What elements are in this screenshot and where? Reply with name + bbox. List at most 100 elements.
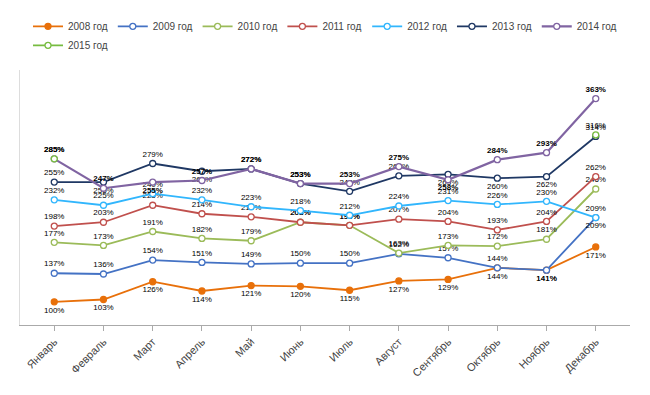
- svg-text:Ноябрь: Ноябрь: [516, 335, 552, 371]
- svg-text:Март: Март: [131, 336, 158, 363]
- svg-text:150%: 150%: [339, 249, 359, 258]
- svg-text:226%: 226%: [487, 191, 507, 200]
- svg-text:262%: 262%: [586, 163, 606, 172]
- svg-text:191%: 191%: [142, 218, 162, 227]
- svg-text:279%: 279%: [142, 150, 162, 159]
- svg-text:2012 год: 2012 год: [407, 21, 447, 32]
- svg-text:363%: 363%: [586, 85, 606, 94]
- svg-text:203%: 203%: [290, 208, 310, 217]
- svg-text:121%: 121%: [241, 289, 261, 298]
- svg-text:Май: Май: [233, 336, 257, 360]
- svg-text:265%: 265%: [438, 178, 458, 187]
- svg-text:126%: 126%: [142, 285, 162, 294]
- svg-text:230%: 230%: [536, 188, 556, 197]
- svg-text:2013 год: 2013 год: [492, 21, 532, 32]
- svg-text:154%: 154%: [142, 246, 162, 255]
- svg-text:225%: 225%: [93, 191, 113, 200]
- svg-text:275%: 275%: [389, 153, 409, 162]
- svg-text:203%: 203%: [93, 208, 113, 217]
- svg-text:240%: 240%: [142, 180, 162, 189]
- svg-text:218%: 218%: [290, 197, 310, 206]
- svg-text:2015 год: 2015 год: [68, 40, 108, 51]
- svg-text:253%: 253%: [290, 170, 310, 179]
- svg-text:Октябрь: Октябрь: [464, 335, 503, 374]
- svg-text:253%: 253%: [339, 170, 359, 179]
- svg-text:212%: 212%: [339, 202, 359, 211]
- svg-text:136%: 136%: [93, 260, 113, 269]
- svg-text:Сентябрь: Сентябрь: [410, 335, 454, 379]
- svg-text:232%: 232%: [44, 186, 64, 195]
- svg-text:231%: 231%: [438, 187, 458, 196]
- svg-text:316%: 316%: [586, 121, 606, 130]
- svg-text:209%: 209%: [586, 204, 606, 213]
- svg-text:284%: 284%: [487, 146, 507, 155]
- svg-text:179%: 179%: [241, 227, 261, 236]
- svg-text:210%: 210%: [241, 203, 261, 212]
- svg-text:Январь: Январь: [24, 335, 59, 370]
- svg-text:272%: 272%: [241, 155, 261, 164]
- svg-text:150%: 150%: [290, 249, 310, 258]
- svg-text:2009 год: 2009 год: [153, 21, 193, 32]
- svg-text:162%: 162%: [389, 240, 409, 249]
- svg-text:285%: 285%: [44, 145, 64, 154]
- svg-text:198%: 198%: [44, 212, 64, 221]
- svg-text:151%: 151%: [192, 249, 212, 258]
- svg-text:285%: 285%: [44, 145, 64, 154]
- svg-text:209%: 209%: [586, 221, 606, 230]
- svg-text:232%: 232%: [192, 186, 212, 195]
- svg-text:255%: 255%: [142, 186, 162, 195]
- svg-text:255%: 255%: [93, 186, 113, 195]
- svg-text:Февраль: Февраль: [69, 335, 109, 375]
- svg-text:Июль: Июль: [327, 335, 356, 364]
- svg-text:127%: 127%: [389, 285, 409, 294]
- svg-text:103%: 103%: [93, 303, 113, 312]
- svg-text:177%: 177%: [44, 229, 64, 238]
- svg-text:157%: 157%: [438, 244, 458, 253]
- svg-text:Июнь: Июнь: [277, 335, 305, 363]
- svg-text:272%: 272%: [241, 155, 261, 164]
- svg-text:141%: 141%: [536, 274, 556, 283]
- svg-text:224%: 224%: [389, 192, 409, 201]
- svg-text:214%: 214%: [192, 200, 212, 209]
- svg-text:2010 год: 2010 год: [238, 21, 278, 32]
- svg-text:193%: 193%: [487, 216, 507, 225]
- svg-text:115%: 115%: [340, 294, 360, 303]
- svg-text:314%: 314%: [586, 123, 606, 132]
- svg-text:207%: 207%: [389, 205, 409, 214]
- svg-text:199%: 199%: [339, 212, 359, 221]
- svg-text:120%: 120%: [290, 290, 310, 299]
- svg-text:173%: 173%: [93, 232, 113, 241]
- svg-text:Апрель: Апрель: [172, 335, 207, 370]
- svg-text:203%: 203%: [290, 208, 310, 217]
- svg-text:2011 год: 2011 год: [322, 21, 361, 32]
- svg-text:204%: 204%: [438, 208, 458, 217]
- svg-text:114%: 114%: [192, 295, 212, 304]
- svg-text:144%: 144%: [487, 272, 507, 281]
- svg-text:243%: 243%: [339, 178, 359, 187]
- svg-text:258%: 258%: [438, 183, 458, 192]
- svg-text:247%: 247%: [93, 174, 113, 183]
- svg-text:163%: 163%: [389, 239, 409, 248]
- svg-text:246%: 246%: [586, 175, 606, 184]
- svg-text:253%: 253%: [290, 170, 310, 179]
- svg-text:204%: 204%: [536, 208, 556, 217]
- svg-text:260%: 260%: [487, 182, 507, 191]
- svg-text:182%: 182%: [192, 225, 212, 234]
- svg-text:223%: 223%: [241, 193, 261, 202]
- svg-text:263%: 263%: [389, 162, 409, 171]
- svg-text:Август: Август: [372, 336, 404, 368]
- svg-text:141%: 141%: [536, 274, 556, 283]
- svg-text:181%: 181%: [536, 225, 556, 234]
- svg-text:255%: 255%: [44, 168, 64, 177]
- svg-text:Декабрь: Декабрь: [562, 335, 601, 374]
- svg-text:129%: 129%: [438, 283, 458, 292]
- svg-text:2008 год: 2008 год: [68, 21, 108, 32]
- svg-text:172%: 172%: [487, 232, 507, 241]
- svg-text:269%: 269%: [192, 175, 212, 184]
- svg-text:149%: 149%: [241, 250, 261, 259]
- svg-text:173%: 173%: [438, 232, 458, 241]
- svg-text:262%: 262%: [536, 180, 556, 189]
- svg-text:171%: 171%: [586, 251, 606, 260]
- svg-text:137%: 137%: [44, 259, 64, 268]
- svg-text:2014 год: 2014 год: [577, 21, 617, 32]
